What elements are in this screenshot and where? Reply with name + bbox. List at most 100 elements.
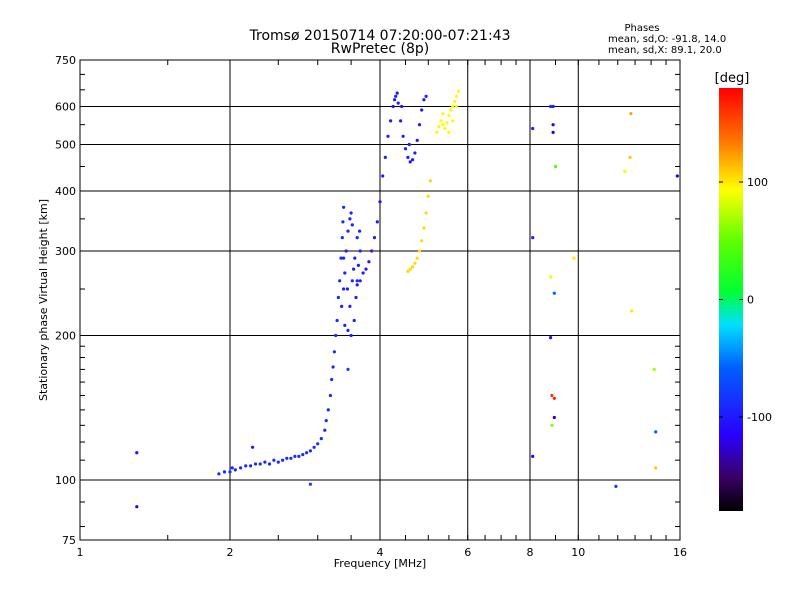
data-point [420,239,424,243]
y-tick-labels: 75 100 200 300 400 500 600 750 [55,54,76,547]
data-point [324,419,328,423]
data-point [422,98,426,102]
data-point [253,462,258,466]
data-point [308,449,312,453]
x-axis-label: Frequency [MHz] [334,557,426,570]
data-point [334,333,338,338]
data-point [652,367,656,371]
data-point [399,119,403,123]
chart-title: Tromsø 20150714 07:20:00-07:21:43 [249,28,511,44]
data-point [415,256,419,260]
data-point [348,217,352,221]
data-point [326,408,330,412]
data-point [335,318,339,323]
data-point [623,169,627,173]
data-point [297,454,301,458]
data-point [135,505,139,509]
data-point [323,428,327,432]
data-point [396,101,400,105]
data-point [356,263,360,267]
y-tick-label: 300 [55,245,76,258]
data-point [289,456,293,460]
data-point [428,179,432,183]
data-point [549,104,553,109]
data-point [549,336,553,340]
data-point [451,104,455,109]
data-point [628,155,632,159]
data-point [344,249,348,253]
data-point [341,220,345,224]
data-point [349,211,353,215]
data-point [281,458,285,462]
data-point [135,451,139,455]
data-point [654,466,658,470]
y-tick-label: 200 [55,330,76,343]
data-point [338,279,342,283]
data-point [447,113,451,117]
data-point [370,249,374,253]
data-point [293,454,297,458]
data-point [244,464,248,468]
data-point [352,318,356,323]
data-point [358,249,362,253]
data-point [411,158,415,162]
x-tick-labels: 1 2 4 6 8 10 16 [77,546,688,559]
data-point [391,104,395,109]
data-point [233,468,237,472]
data-point [426,194,430,198]
data-point [346,229,350,233]
data-point [285,456,289,460]
data-point [424,211,428,215]
data-point [331,365,335,369]
data-point [435,130,439,134]
y-tick-label: 600 [55,101,76,114]
data-points [135,89,679,509]
data-point [443,126,447,131]
data-point [228,470,232,474]
data-point [437,125,441,129]
data-point [372,236,377,240]
data-point [381,174,385,178]
y-tick-label: 750 [55,54,76,67]
data-point [375,220,379,224]
data-point [364,267,368,271]
data-point [413,151,417,155]
data-point [401,134,405,138]
data-point [339,256,343,260]
data-point [614,484,618,488]
data-point [445,121,449,125]
data-point [630,309,634,313]
x-tick-label: 8 [527,546,534,559]
data-point [346,367,350,371]
data-point [408,267,412,271]
colorbar-ticks: -100 0 100 [719,176,772,424]
stats-line-o: mean, sd,O: -91.8, 14.0 [608,34,726,45]
data-point [332,350,336,354]
grid-lines [80,60,680,540]
data-point [422,226,426,230]
data-point [406,269,410,273]
data-point [345,287,349,291]
data-point [407,142,411,147]
data-point [453,99,457,103]
x-tick-label: 2 [227,546,234,559]
data-point [417,123,422,127]
data-point [389,119,393,123]
data-point [336,295,340,300]
data-point [420,108,424,112]
colorbar-tick-label: -100 [747,411,772,424]
data-point [411,265,415,269]
y-tick-label: 75 [62,534,76,547]
data-point [367,260,371,264]
data-point [552,291,556,295]
data-point [355,236,359,240]
data-point [378,200,382,204]
data-point [424,94,428,98]
data-point [572,256,576,260]
data-point [531,236,535,240]
data-point [239,466,243,470]
data-point [455,94,459,98]
y-axis-label: Stationary phase Virtual Height [km] [37,199,50,401]
data-point [342,256,346,260]
